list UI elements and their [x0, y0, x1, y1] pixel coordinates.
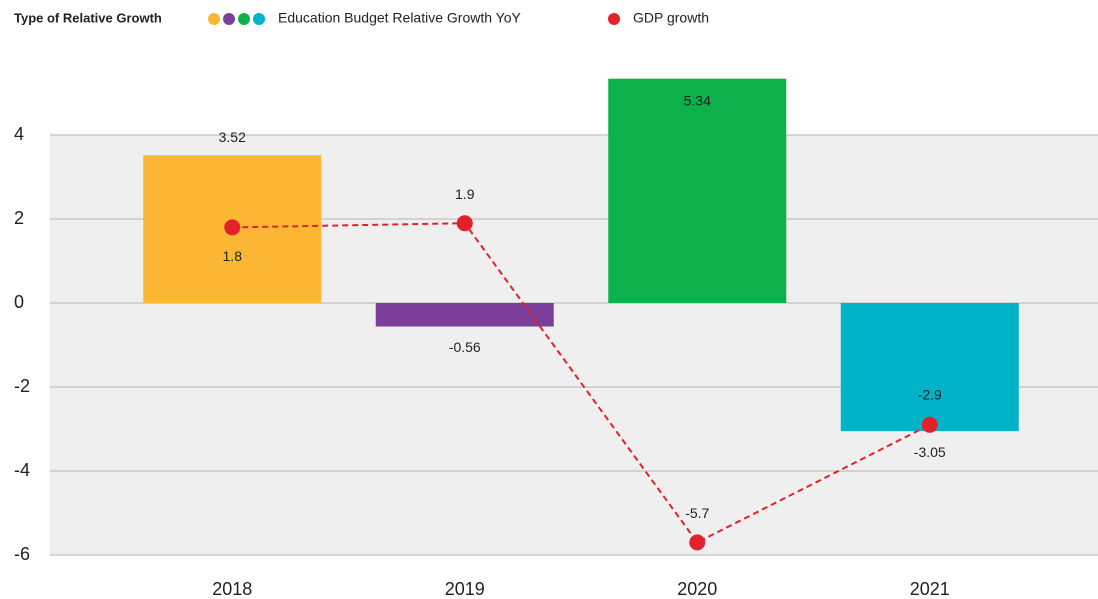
- data-label: -2.9: [918, 387, 942, 403]
- y-tick-label: -6: [14, 544, 30, 564]
- x-tick-label: 2020: [677, 579, 717, 599]
- y-tick-label: 4: [14, 124, 24, 144]
- legend-label: Education Budget Relative Growth YoY: [278, 10, 521, 26]
- legend-title: Type of Relative Growth: [14, 10, 162, 25]
- data-label: 5.34: [684, 92, 711, 108]
- point: [921, 416, 938, 433]
- data-label: 1.9: [455, 186, 475, 202]
- bar: [375, 303, 554, 327]
- legend-swatch: [208, 13, 220, 25]
- x-tick-label: 2018: [212, 579, 252, 599]
- point: [456, 215, 473, 232]
- bar: [840, 303, 1019, 432]
- data-label: -0.56: [449, 339, 481, 355]
- legend-label: GDP growth: [633, 10, 709, 26]
- bar: [608, 78, 787, 303]
- y-tick-label: -4: [14, 460, 30, 480]
- legend-swatch: [238, 13, 250, 25]
- data-label: -3.05: [914, 444, 946, 460]
- legend-swatch: [223, 13, 235, 25]
- data-label: 3.52: [219, 129, 246, 145]
- x-tick-label: 2019: [445, 579, 485, 599]
- y-tick-label: 0: [14, 292, 24, 312]
- point: [689, 534, 706, 551]
- point: [224, 219, 241, 236]
- legend-swatch: [253, 13, 265, 25]
- legend-swatch: [608, 13, 620, 25]
- x-tick-label: 2021: [910, 579, 950, 599]
- y-tick-label: 2: [14, 208, 24, 228]
- data-label: 1.8: [223, 248, 243, 264]
- data-label: -5.7: [685, 505, 709, 521]
- y-tick-label: -2: [14, 376, 30, 396]
